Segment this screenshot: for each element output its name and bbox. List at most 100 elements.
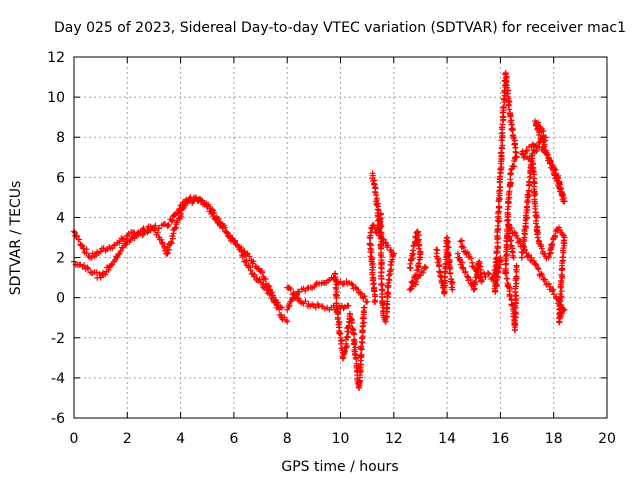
data-point: [372, 298, 379, 305]
data-point: [105, 267, 112, 273]
data-point: [247, 267, 254, 274]
data-point: [384, 244, 391, 251]
data-point: [436, 263, 442, 270]
data-point: [549, 241, 556, 247]
data-point: [492, 288, 499, 295]
data-point: [285, 303, 292, 310]
data-point: [507, 293, 514, 300]
data-point: [287, 286, 294, 293]
data-point: [387, 247, 394, 254]
data-point: [510, 254, 517, 261]
data-point: [511, 141, 518, 148]
data-point: [500, 103, 507, 110]
data-point: [169, 233, 176, 239]
data-point: [526, 181, 533, 188]
data-point: [358, 343, 365, 350]
data-point: [372, 189, 379, 196]
y-tick-label: 10: [47, 90, 65, 106]
data-point: [505, 203, 512, 210]
x-tick-label: 0: [70, 431, 79, 447]
data-point: [449, 286, 456, 293]
data-point: [534, 234, 541, 241]
data-point: [85, 265, 92, 272]
data-point: [543, 281, 550, 288]
data-point: [527, 257, 534, 264]
data-point: [278, 304, 285, 311]
data-point: [273, 300, 280, 307]
data-point: [380, 236, 387, 243]
data-point: [511, 158, 518, 164]
data-point: [522, 246, 528, 253]
data-point: [345, 302, 352, 309]
data-point: [526, 143, 532, 150]
data-point: [123, 235, 130, 242]
axes: 0 2 4 6 8 10 12 14 16 18 20 -6 -4 -2 0 2 4 6 8 10 12: [47, 50, 616, 447]
data-point: [333, 295, 340, 301]
data-point: [535, 266, 542, 273]
y-tick-label: 6: [56, 170, 65, 186]
data-point: [462, 268, 469, 275]
data-point: [533, 214, 540, 221]
data-point: [556, 318, 562, 325]
data-point: [111, 242, 117, 249]
x-tick-label: 14: [438, 431, 456, 447]
data-point: [558, 266, 565, 273]
data-point: [81, 262, 88, 269]
data-point: [557, 284, 564, 291]
data-point: [378, 223, 385, 230]
data-point: [79, 242, 85, 249]
data-point: [554, 300, 561, 307]
data-point: [256, 276, 263, 283]
data-point: [422, 264, 429, 271]
data-point: [509, 127, 516, 134]
data-point: [458, 244, 465, 250]
data-point: [557, 313, 564, 320]
data-point: [348, 320, 355, 326]
data-point: [558, 310, 565, 317]
data-point: [209, 210, 216, 217]
data-point: [456, 254, 463, 261]
data-point: [409, 247, 416, 254]
data-point: [496, 175, 503, 182]
data-point: [517, 243, 524, 250]
data-point: [526, 188, 533, 195]
data-point: [367, 235, 374, 242]
x-tick-label: 4: [176, 431, 185, 447]
data-point: [364, 298, 371, 305]
data-point: [165, 221, 172, 228]
data-point: [204, 203, 211, 210]
data-point: [561, 242, 568, 249]
data-point: [385, 290, 392, 297]
data-point: [459, 243, 466, 250]
y-tick-label: 0: [56, 291, 65, 307]
plot-frame: [73, 56, 608, 419]
data-point: [508, 237, 515, 244]
data-point: [518, 254, 525, 261]
data-point: [384, 298, 391, 305]
data-point: [251, 271, 258, 278]
data-point: [407, 286, 414, 293]
data-point: [340, 305, 347, 312]
y-tick-label: -6: [51, 411, 65, 427]
data-point: [102, 271, 109, 278]
data-point: [168, 239, 175, 246]
data-point: [266, 291, 273, 297]
data-point: [384, 289, 391, 296]
data-point: [548, 164, 554, 171]
data-point: [485, 271, 492, 278]
data-point: [76, 236, 82, 243]
data-point: [386, 272, 392, 279]
data-point: [356, 374, 363, 381]
data-point: [295, 295, 302, 302]
y-tick-label: -4: [51, 371, 65, 387]
data-point: [254, 275, 260, 282]
x-tick-label: 12: [385, 431, 403, 447]
x-tick-label: 2: [123, 431, 132, 447]
data-point: [371, 288, 378, 295]
data-point: [533, 218, 539, 224]
data-point: [493, 268, 500, 275]
data-point: [558, 271, 565, 278]
data-point: [497, 184, 504, 190]
data-point: [513, 292, 520, 299]
data-point: [267, 290, 274, 297]
